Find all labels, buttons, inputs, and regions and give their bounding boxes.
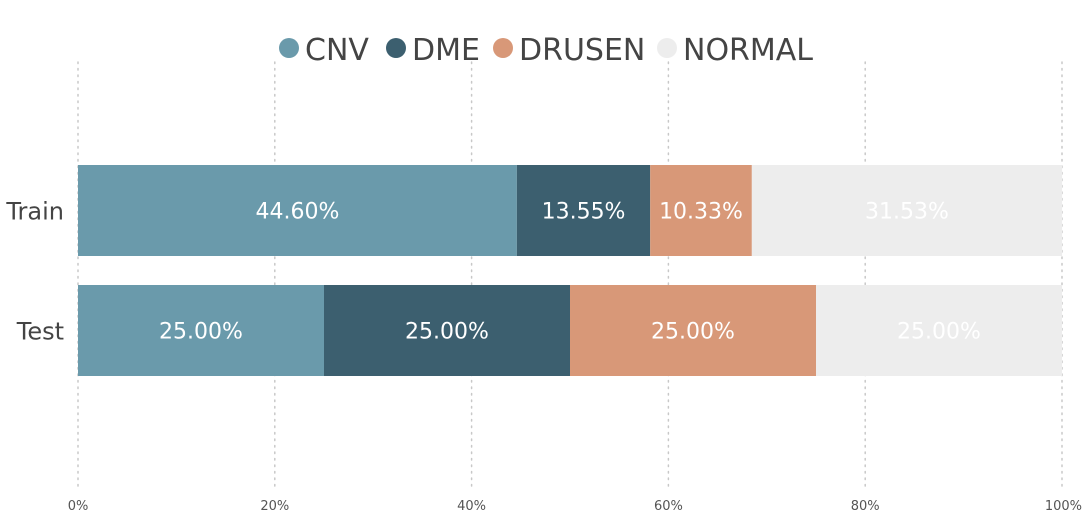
bar-segment xyxy=(650,165,752,256)
bar-segment xyxy=(751,165,1063,256)
bar-segment xyxy=(78,285,324,376)
bar-segment xyxy=(78,165,517,256)
legend-marker xyxy=(493,38,513,58)
x-tick-label: 80% xyxy=(851,499,880,514)
bar-segment xyxy=(816,285,1062,376)
legend-marker xyxy=(279,38,299,58)
data-label: 25.00% xyxy=(405,320,489,345)
legend-item: NORMAL xyxy=(657,33,813,68)
data-label: 13.55% xyxy=(542,200,626,225)
x-tick-label: 0% xyxy=(68,499,89,514)
category-label: Test xyxy=(16,318,64,346)
legend-label: DRUSEN xyxy=(519,33,645,68)
gridlines xyxy=(77,61,1063,489)
x-tick-label: 100% xyxy=(1045,499,1082,514)
data-label: 31.53% xyxy=(865,200,949,225)
legend-item: DRUSEN xyxy=(493,33,645,68)
category-label: Train xyxy=(5,198,64,226)
legend-item: DME xyxy=(386,33,480,68)
data-label: 25.00% xyxy=(897,320,981,345)
legend-marker xyxy=(386,38,406,58)
x-tick-label: 60% xyxy=(654,499,683,514)
legend-label: DME xyxy=(412,33,480,68)
bar-segment xyxy=(570,285,816,376)
legend: CNV DME DRUSEN NORMAL xyxy=(279,33,813,68)
data-label: 44.60% xyxy=(255,200,339,225)
x-tick-label: 40% xyxy=(457,499,486,514)
legend-label: CNV xyxy=(305,33,369,68)
bar-segment xyxy=(324,285,570,376)
data-label: 25.00% xyxy=(651,320,735,345)
legend-item: CNV xyxy=(279,33,369,68)
legend-label: NORMAL xyxy=(683,33,813,68)
x-axis-tick-labels: 0% 20% 40% 60% 80% 100% xyxy=(68,499,1082,514)
category-labels: Train Test xyxy=(5,198,64,346)
bar-segment xyxy=(516,165,651,256)
data-label: 25.00% xyxy=(159,320,243,345)
bars: 44.60% 13.55% 10.33% 31.53% 25.00% 25.00% 25.0… xyxy=(78,165,1063,376)
legend-marker xyxy=(657,38,677,58)
x-tick-label: 20% xyxy=(260,499,289,514)
data-label: 10.33% xyxy=(659,200,743,225)
